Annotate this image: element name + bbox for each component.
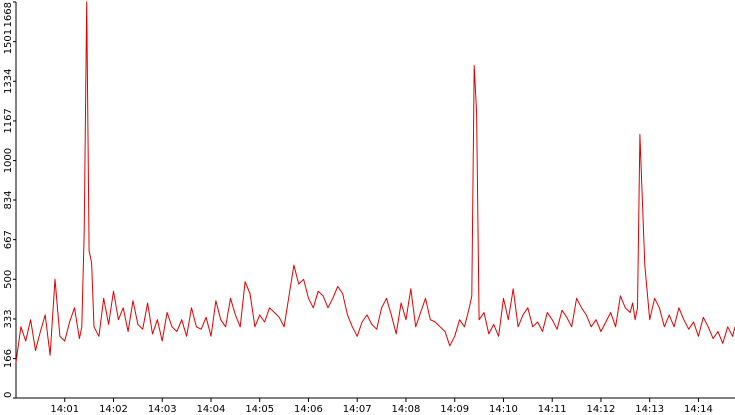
x-tick-label: 14:14: [684, 404, 713, 415]
x-tick-label: 14:10: [489, 404, 518, 415]
y-tick-label: 1334: [3, 69, 14, 94]
y-tick-label: 834: [3, 190, 14, 209]
y-tick-label: 667: [3, 230, 14, 249]
plot-area: [15, 1, 735, 363]
y-tick-label: 1501: [3, 29, 14, 54]
x-tick-label: 14:08: [392, 404, 421, 415]
x-tick-label: 14:02: [99, 404, 128, 415]
y-axis: 0 166 333 500 667 834 1000 1167 1334 1501 1668: [3, 1, 17, 399]
y-tick-label: 0: [3, 392, 14, 398]
x-axis: 14:01 14:02 14:03 14:04 14:05 14:06 14:07 14:08…: [16, 397, 735, 415]
x-tick-label: 14:03: [148, 404, 177, 415]
x-tick-label: 14:12: [587, 404, 616, 415]
y-tick-label: 1668: [3, 2, 14, 27]
y-tick-label: 1000: [3, 148, 14, 173]
x-tick-label: 14:01: [50, 404, 79, 415]
x-tick-label: 14:04: [197, 404, 226, 415]
x-tick-label: 14:11: [538, 404, 567, 415]
y-tick-label: 333: [3, 309, 14, 328]
x-tick-label: 14:05: [245, 404, 274, 415]
x-tick-label: 14:13: [635, 404, 664, 415]
x-tick-label: 14:06: [294, 404, 323, 415]
series-line: [15, 1, 735, 363]
y-tick-label: 1167: [3, 108, 14, 133]
y-tick-label: 166: [3, 349, 14, 368]
x-tick-label: 14:07: [343, 404, 372, 415]
x-tick-label: 14:09: [440, 404, 469, 415]
y-tick-label: 500: [3, 270, 14, 289]
